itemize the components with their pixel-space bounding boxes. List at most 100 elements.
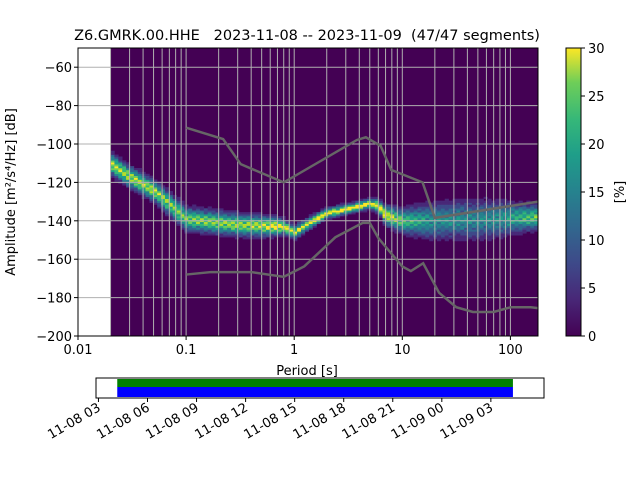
heatmap-cell bbox=[176, 200, 181, 203]
heatmap-cell bbox=[223, 229, 228, 232]
heatmap-cell bbox=[351, 204, 356, 207]
heatmap-cell bbox=[192, 221, 197, 224]
heatmap-cell bbox=[487, 229, 492, 232]
heatmap-cell bbox=[382, 214, 387, 217]
heatmap-cell bbox=[417, 235, 422, 238]
heatmap-cell bbox=[316, 212, 321, 215]
heatmap-cell bbox=[126, 179, 131, 182]
heatmap-cell bbox=[192, 212, 197, 215]
heatmap-cell bbox=[448, 227, 453, 230]
heatmap-cell bbox=[141, 185, 146, 188]
heatmap-cell bbox=[471, 206, 477, 209]
heatmap-cell bbox=[518, 206, 523, 209]
heatmap-cell bbox=[199, 216, 205, 219]
heatmap-cell bbox=[203, 221, 208, 224]
heatmap-cell bbox=[304, 223, 310, 226]
heatmap-cell bbox=[452, 239, 457, 242]
heatmap-cell bbox=[118, 175, 123, 178]
heatmap-cell bbox=[320, 216, 325, 219]
heatmap-cell bbox=[157, 192, 162, 196]
colorbar-tick-label: 20 bbox=[588, 138, 605, 153]
heatmap-cell bbox=[398, 229, 403, 232]
heatmap-cell bbox=[285, 229, 290, 232]
heatmap-cell bbox=[335, 210, 341, 213]
heatmap-cell bbox=[401, 233, 407, 236]
heatmap-cell bbox=[122, 171, 127, 175]
x-axis-label: Period [s] bbox=[276, 364, 338, 379]
heatmap-cell bbox=[495, 212, 500, 215]
heatmap-cell bbox=[262, 235, 267, 238]
heatmap-cell bbox=[382, 212, 387, 215]
heatmap-cell bbox=[199, 208, 205, 211]
heatmap-cell bbox=[254, 227, 259, 230]
heatmap-cell bbox=[444, 233, 449, 236]
heatmap-cell bbox=[436, 237, 442, 240]
heatmap-cell bbox=[180, 227, 185, 230]
heatmap-cell bbox=[110, 168, 115, 171]
heatmap-cell bbox=[203, 223, 208, 226]
heatmap-cell bbox=[425, 231, 430, 234]
y-tick-label: −100 bbox=[36, 138, 72, 153]
heatmap-cell bbox=[390, 221, 395, 224]
heatmap-cell bbox=[316, 221, 321, 224]
heatmap-cell bbox=[526, 208, 531, 211]
heatmap-cell bbox=[464, 216, 469, 219]
heatmap-cell bbox=[394, 225, 399, 228]
heatmap-cell bbox=[518, 210, 523, 213]
heatmap-cell bbox=[440, 206, 446, 209]
heatmap-cell bbox=[277, 225, 282, 228]
heatmap-cell bbox=[417, 227, 422, 230]
heatmap-cell bbox=[234, 212, 240, 215]
heatmap-cell bbox=[196, 214, 201, 217]
heatmap-cell bbox=[370, 206, 376, 209]
heatmap-cell bbox=[506, 227, 512, 230]
heatmap-cell bbox=[436, 227, 442, 230]
heatmap-cell bbox=[332, 208, 337, 211]
heatmap-cell bbox=[464, 221, 469, 224]
heatmap-cell bbox=[320, 217, 325, 221]
heatmap-cell bbox=[215, 229, 220, 232]
colorbar-label: [%] bbox=[613, 181, 628, 204]
heatmap-cell bbox=[145, 175, 150, 178]
heatmap-cell bbox=[495, 225, 500, 228]
heatmap-cell bbox=[522, 216, 527, 219]
heatmap-cell bbox=[137, 177, 142, 180]
heatmap-cell bbox=[448, 221, 453, 224]
heatmap-cell bbox=[157, 200, 162, 203]
heatmap-cell bbox=[277, 229, 282, 232]
heatmap-cell bbox=[137, 168, 142, 171]
heatmap-cell bbox=[413, 214, 418, 217]
heatmap-cell bbox=[530, 217, 535, 221]
heatmap-cell bbox=[164, 200, 170, 203]
heatmap-cell bbox=[133, 189, 139, 192]
heatmap-cell bbox=[300, 231, 306, 234]
heatmap-cell bbox=[231, 235, 236, 238]
heatmap-cell bbox=[149, 194, 154, 198]
heatmap-cell bbox=[157, 189, 162, 192]
heatmap-cell bbox=[440, 200, 446, 203]
heatmap-cell bbox=[440, 225, 446, 228]
heatmap-cell bbox=[145, 191, 150, 194]
heatmap-cell bbox=[203, 210, 208, 213]
heatmap-cell bbox=[518, 214, 523, 217]
heatmap-cell bbox=[164, 212, 170, 215]
heatmap-cell bbox=[114, 169, 119, 173]
heatmap-cell bbox=[483, 196, 488, 200]
heatmap-cell bbox=[499, 231, 504, 234]
heatmap-cell bbox=[110, 154, 115, 157]
heatmap-cell bbox=[207, 210, 212, 213]
heatmap-cell bbox=[460, 235, 465, 238]
heatmap-cell bbox=[444, 239, 449, 242]
heatmap-cell bbox=[215, 223, 220, 226]
heatmap-cell bbox=[413, 217, 418, 221]
heatmap-cell bbox=[122, 160, 127, 163]
heatmap-cell bbox=[231, 229, 236, 232]
heatmap-cell bbox=[436, 235, 442, 238]
timeline-tick-label: 11-08 03 bbox=[45, 400, 103, 442]
heatmap-cell bbox=[176, 210, 181, 213]
heatmap-cell bbox=[522, 206, 527, 209]
heatmap-cell bbox=[448, 202, 453, 205]
heatmap-cell bbox=[413, 231, 418, 234]
heatmap-cell bbox=[223, 210, 228, 213]
heatmap-cell bbox=[246, 217, 251, 221]
